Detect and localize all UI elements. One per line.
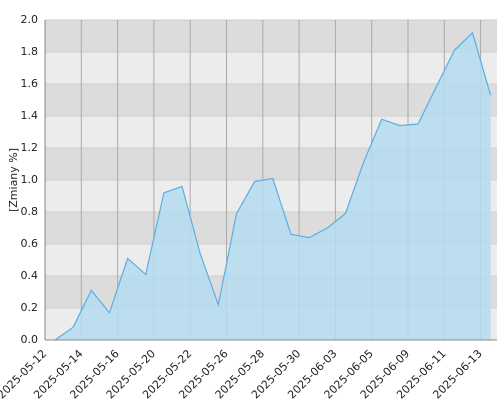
y-axis-label: [Zmiany %] bbox=[7, 148, 20, 212]
y-tick-label: 0.8 bbox=[21, 205, 39, 218]
y-tick-label: 0.0 bbox=[21, 333, 39, 346]
y-tick-label: 0.6 bbox=[21, 237, 39, 250]
band bbox=[45, 20, 497, 52]
y-tick-label: 1.2 bbox=[21, 141, 39, 154]
y-tick-label: 0.4 bbox=[21, 269, 39, 282]
area bbox=[55, 32, 491, 341]
y-tick-label: 0.2 bbox=[21, 301, 39, 314]
band bbox=[45, 84, 497, 116]
y-tick-label: 1.8 bbox=[21, 45, 39, 58]
band bbox=[45, 52, 497, 84]
line bbox=[54, 31, 492, 341]
y-tick-label: 1.6 bbox=[21, 77, 39, 90]
y-tick-label: 2.0 bbox=[21, 13, 39, 26]
y-tick-label: 1.4 bbox=[21, 109, 39, 122]
y-tick-label: 1.0 bbox=[21, 173, 39, 186]
